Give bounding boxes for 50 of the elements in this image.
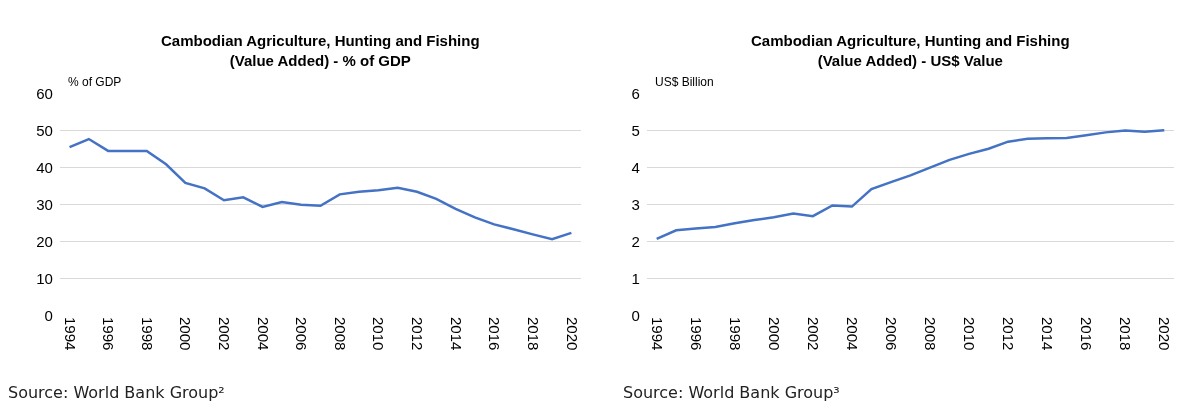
x-tick-label: 2002 (216, 317, 234, 351)
x-tick-label: 1996 (100, 317, 118, 351)
x-tick-label: 2012 (1000, 317, 1018, 351)
y-tick-label: 30 (36, 195, 53, 213)
y-tick-label: 50 (36, 121, 53, 139)
y-tick-label: 1 (631, 270, 640, 288)
x-tick-label: 2010 (961, 317, 979, 351)
x-tick-label: 1996 (687, 317, 705, 351)
y-tick-label: 4 (631, 158, 640, 176)
y-tick-label: 5 (631, 121, 640, 139)
chart-title: Cambodian Agriculture, Hunting and Fishing (Value Added) - % of GDP (161, 32, 480, 69)
x-tick-label: 2002 (804, 317, 822, 351)
x-tick-label: 2016 (1078, 317, 1096, 351)
line-series (655, 128, 1166, 241)
y-tick-label: 2 (631, 233, 640, 251)
x-tick-label: 2018 (1117, 317, 1135, 351)
x-tick-label: 2006 (883, 317, 901, 351)
y-tick-label: 20 (36, 233, 53, 251)
x-tick-label: 2018 (524, 317, 542, 351)
x-tick-label: 1994 (648, 317, 666, 351)
y-tick-label: 0 (44, 307, 53, 325)
line-series (68, 137, 573, 241)
x-tick-label: 1998 (138, 317, 156, 351)
x-tick-label: 2004 (844, 317, 862, 351)
x-tick-label: 1994 (61, 317, 79, 351)
y-axis-title: % of GDP (68, 75, 122, 89)
x-tick-label: 2006 (293, 317, 311, 351)
x-tick-label: 2012 (409, 317, 427, 351)
source-note: Source: World Bank Group² (8, 383, 225, 402)
x-tick-label: 2014 (447, 317, 465, 351)
y-tick-label: 10 (36, 270, 53, 288)
x-tick-label: 2020 (563, 317, 581, 351)
x-tick-label: 2010 (370, 317, 388, 351)
x-tick-label: 2016 (486, 317, 504, 351)
x-tick-label: 2020 (1156, 317, 1174, 351)
y-tick-label: 6 (631, 84, 640, 102)
x-tick-label: 2004 (254, 317, 272, 351)
x-tick-label: 2000 (765, 317, 783, 351)
y-tick-label: 0 (631, 307, 640, 325)
x-tick-label: 2014 (1039, 317, 1057, 351)
y-tick-label: 40 (36, 158, 53, 176)
source-note: Source: World Bank Group³ (623, 383, 840, 402)
chart-title: Cambodian Agriculture, Hunting and Fishing (Value Added) - US$ Value (751, 32, 1070, 69)
y-axis-title: US$ Billion (655, 75, 714, 89)
x-tick-label: 2008 (331, 317, 349, 351)
y-tick-label: 3 (631, 195, 640, 213)
x-tick-label: 2000 (177, 317, 195, 351)
y-tick-label: 60 (36, 84, 53, 102)
x-tick-label: 2008 (922, 317, 940, 351)
x-tick-label: 1998 (726, 317, 744, 351)
